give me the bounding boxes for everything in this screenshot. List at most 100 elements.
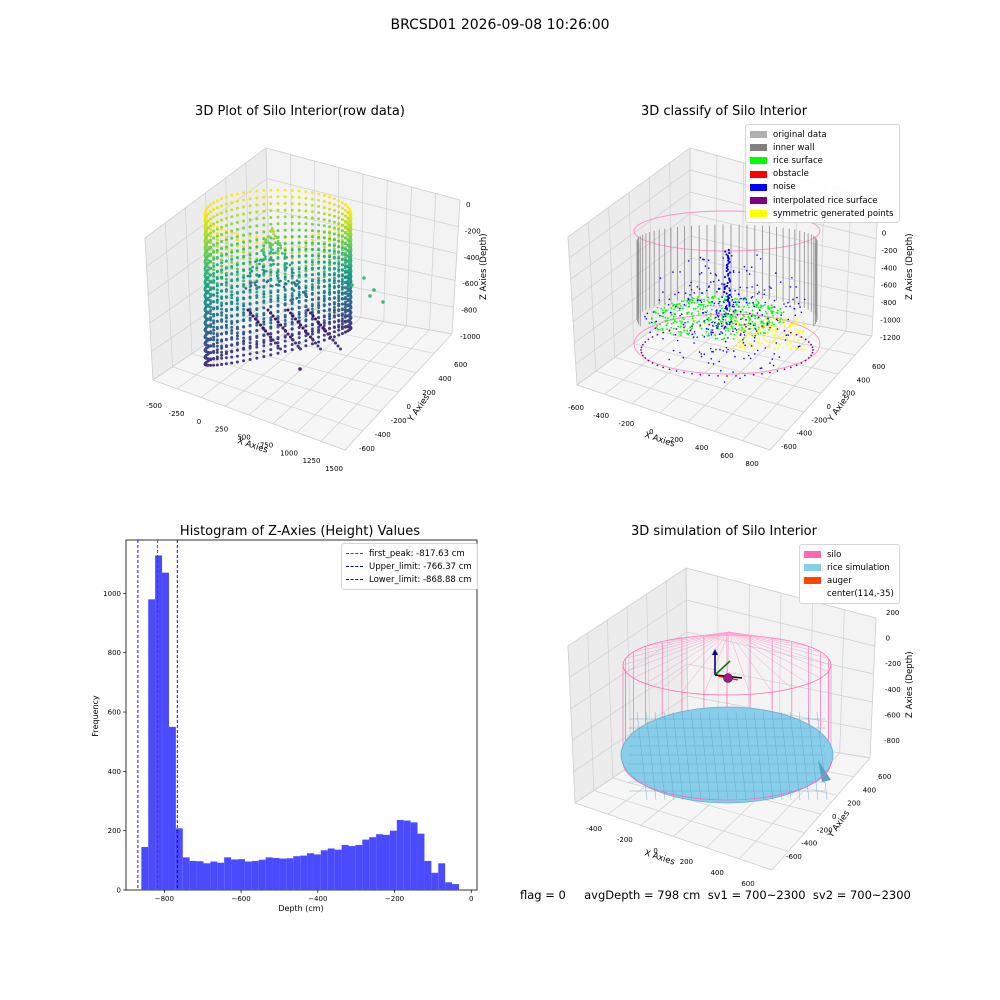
data-point	[290, 274, 294, 278]
data-point	[283, 295, 287, 299]
symmetric-point	[799, 336, 801, 338]
rice-surface-point	[756, 303, 759, 306]
symmetric-point	[795, 318, 798, 320]
data-point	[283, 268, 287, 272]
symmetric-point	[789, 339, 792, 342]
data-point	[343, 286, 347, 290]
noise-point	[799, 306, 801, 308]
data-point	[297, 248, 301, 251]
gridline	[567, 147, 691, 238]
data-point	[255, 245, 259, 249]
noise-point	[735, 329, 738, 331]
data-point	[304, 190, 308, 194]
rice-surface-point	[661, 309, 664, 312]
data-point	[283, 349, 287, 353]
data-point	[304, 299, 308, 302]
data-point	[269, 304, 273, 308]
rice-surface-point	[743, 305, 745, 308]
silo-roof-wire	[633, 631, 730, 653]
z-tick-label: -200	[465, 227, 481, 235]
data-point	[343, 236, 347, 240]
data-point	[343, 258, 347, 262]
data-point	[349, 294, 353, 298]
data-point	[206, 261, 210, 265]
noise-point	[755, 330, 758, 333]
gridline	[689, 235, 875, 279]
data-point	[340, 212, 344, 216]
data-point	[255, 301, 259, 304]
rice-surface-point	[733, 333, 736, 336]
histogram-bar	[141, 846, 149, 890]
data-point	[301, 290, 305, 294]
data-point	[212, 321, 216, 325]
data-point	[272, 237, 276, 240]
rice-surface-point	[714, 337, 717, 340]
symmetric-point	[752, 335, 755, 338]
noise-point	[679, 307, 681, 310]
data-point	[322, 230, 326, 234]
legend-label: rice simulation	[827, 562, 890, 573]
panel3-bars	[141, 555, 459, 890]
data-point	[206, 303, 210, 307]
noise-point	[751, 296, 754, 298]
rice-surface-point	[780, 317, 782, 320]
data-point	[337, 285, 341, 289]
rice-surface-point	[748, 302, 751, 304]
data-point	[271, 338, 275, 342]
panel2-axes-box	[567, 147, 879, 451]
data-point	[248, 335, 252, 339]
data-point	[283, 242, 287, 246]
gridline	[147, 208, 268, 296]
data-point	[212, 293, 216, 297]
noise-point	[803, 298, 806, 301]
noise-point	[787, 334, 789, 336]
data-point	[332, 197, 336, 201]
gridline	[567, 236, 578, 386]
symmetric-point	[796, 324, 799, 326]
noise-point	[749, 357, 752, 360]
data-point	[322, 285, 326, 288]
interpolated-point	[647, 359, 650, 362]
symmetric-point	[757, 341, 759, 344]
histogram-bar	[369, 837, 377, 890]
data-point	[224, 302, 228, 306]
data-point	[348, 207, 352, 211]
data-point	[235, 267, 239, 271]
data-point	[278, 284, 281, 287]
noise-point	[743, 334, 746, 336]
rice-surface-point	[749, 328, 752, 330]
rice-mesh-line	[807, 711, 819, 801]
rice-surface-point	[683, 329, 685, 332]
data-point	[340, 285, 344, 289]
data-point	[278, 243, 281, 247]
interpolated-point	[699, 324, 702, 327]
noise-point	[791, 277, 793, 279]
rice-surface-point	[660, 315, 663, 318]
rice-surface-point	[729, 315, 731, 318]
data-point	[235, 235, 239, 239]
data-point	[230, 229, 234, 233]
data-point	[235, 320, 239, 324]
data-point	[248, 267, 252, 271]
y-tick-label: -200	[817, 826, 833, 834]
gridline	[608, 207, 616, 358]
data-point	[255, 356, 259, 360]
symmetric-point	[743, 327, 746, 330]
noise-point	[796, 296, 798, 299]
data-point	[332, 308, 336, 312]
data-point	[204, 207, 208, 211]
legend-item: Lower_limit: -868.88 cm	[346, 573, 472, 586]
data-point	[215, 344, 219, 348]
data-point	[220, 258, 224, 262]
z-tick-label: 200	[886, 609, 899, 617]
interpolated-point	[735, 323, 737, 325]
rice-surface-point	[768, 321, 771, 324]
y-tick-label: 600	[872, 363, 885, 371]
data-point	[276, 262, 280, 266]
data-point	[235, 199, 239, 203]
data-point	[337, 328, 341, 332]
data-point	[340, 325, 344, 329]
noise-point	[687, 298, 690, 301]
noise-point	[700, 355, 703, 358]
data-point	[290, 228, 294, 232]
